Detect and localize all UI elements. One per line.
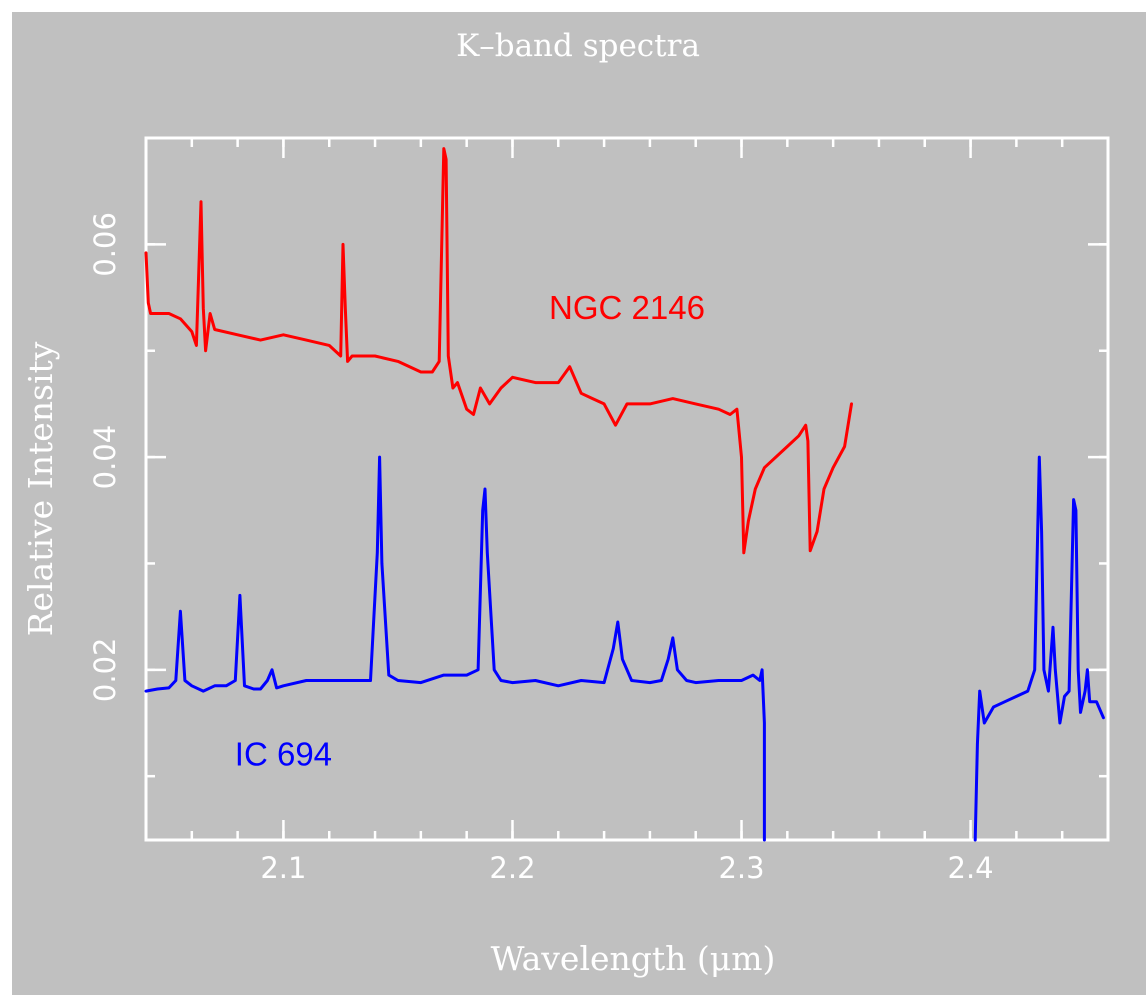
ticks-layer: 2.1 2.2 2.3 2.4 0.02 0.04 0.06 bbox=[88, 136, 1108, 885]
y-tick-label: 0.06 bbox=[88, 212, 122, 277]
y-axis-label: Relative Intensity bbox=[21, 341, 60, 636]
series-line-ngc-2146 bbox=[144, 147, 853, 555]
plot-frame bbox=[144, 136, 1110, 842]
series-label-ngc-2146: NGC 2146 bbox=[549, 289, 705, 326]
y-tick-label: 0.04 bbox=[88, 425, 122, 490]
series-layer bbox=[144, 147, 1105, 842]
x-tick-label: 2.4 bbox=[948, 851, 994, 885]
x-tick-label: 2.1 bbox=[260, 851, 306, 885]
chart-title: K–band spectra bbox=[456, 28, 700, 64]
annotations-layer: NGC 2146 IC 694 bbox=[235, 289, 705, 773]
x-axis-label: Wavelength (μm) bbox=[491, 939, 776, 978]
series-line-ic-694 bbox=[973, 455, 1105, 842]
series-line-ic-694 bbox=[144, 455, 766, 842]
chart-svg: K–band spectra Relative Intensity Wavele… bbox=[21, 28, 1110, 978]
series-label-ic-694: IC 694 bbox=[235, 736, 332, 773]
x-tick-label: 2.2 bbox=[489, 851, 535, 885]
chart-figure: K–band spectra Relative Intensity Wavele… bbox=[12, 12, 1146, 995]
x-tick-label: 2.3 bbox=[718, 851, 764, 885]
y-tick-label: 0.02 bbox=[88, 638, 122, 703]
